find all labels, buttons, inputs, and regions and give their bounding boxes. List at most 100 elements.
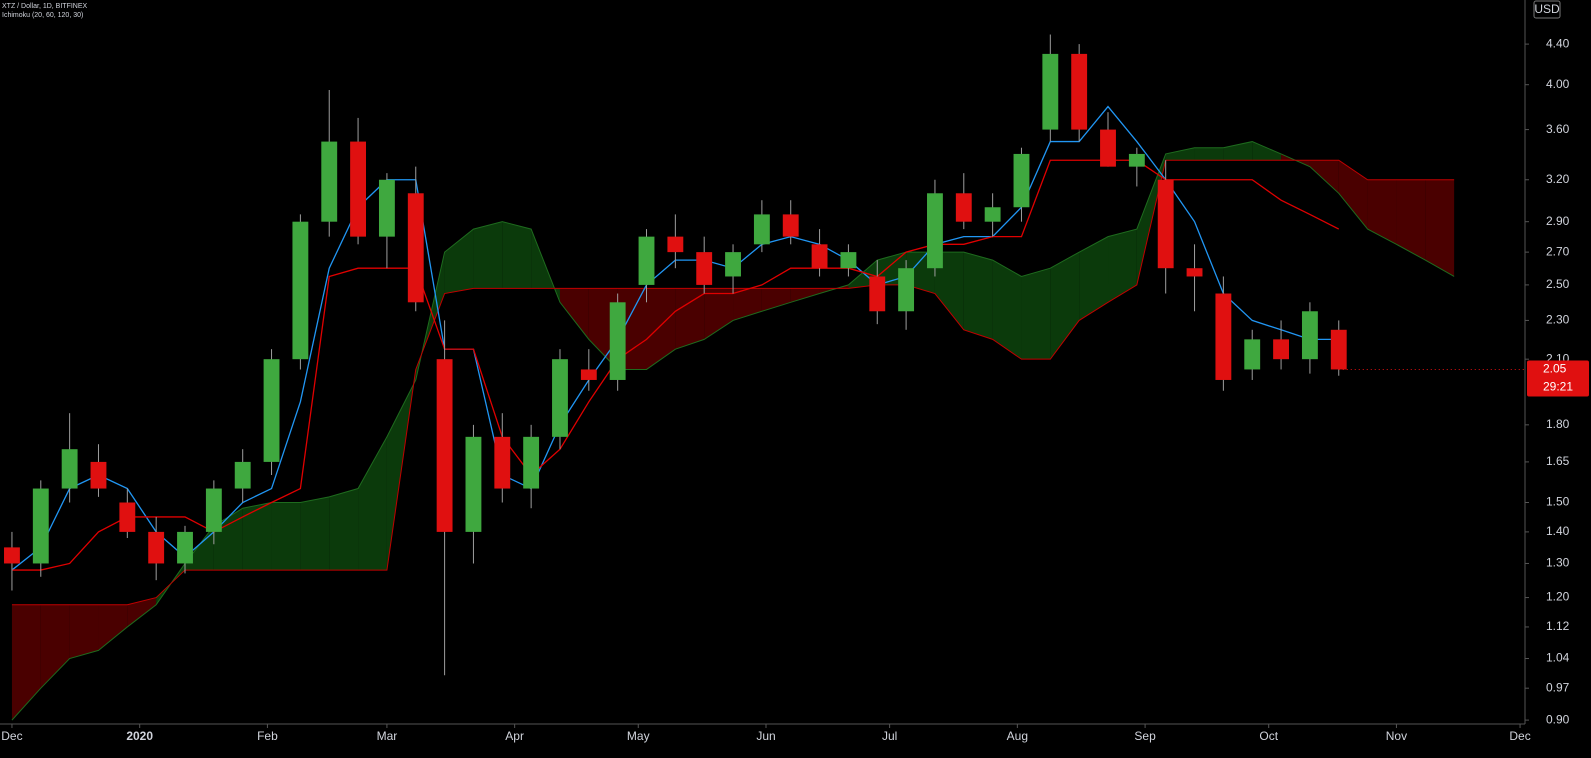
candle-body <box>90 461 107 489</box>
candle-body <box>898 268 915 312</box>
cloud-segment <box>358 436 387 571</box>
cloud-segment <box>271 502 301 571</box>
candle-body <box>1330 329 1347 370</box>
y-tick-label: 2.30 <box>1546 313 1570 327</box>
cloud-segment <box>559 288 589 340</box>
cloud-segment <box>963 252 993 340</box>
candle-body <box>1186 268 1203 277</box>
candle-body <box>407 193 424 303</box>
y-tick-label: 1.30 <box>1546 556 1570 570</box>
candle-body <box>292 221 309 360</box>
cloud-segment <box>1108 229 1137 303</box>
y-tick-label: 1.80 <box>1546 417 1570 431</box>
countdown: 29:21 <box>1543 380 1573 394</box>
y-tick-label: 4.40 <box>1546 36 1570 50</box>
cloud-segment <box>329 488 359 571</box>
candle-body <box>552 359 568 437</box>
y-tick-label: 2.90 <box>1546 214 1570 228</box>
candle-body <box>148 531 165 564</box>
y-tick-label: 1.12 <box>1546 619 1570 633</box>
y-tick-label: 1.04 <box>1546 651 1570 665</box>
candle-body <box>1071 53 1088 130</box>
candle-body <box>350 141 367 237</box>
candle-body <box>667 236 684 253</box>
last-price: 2.05 <box>1543 362 1567 376</box>
cloud-segment <box>1309 160 1339 194</box>
x-tick-label: 2020 <box>126 729 153 743</box>
candle-body <box>609 302 626 380</box>
candle-body <box>927 193 943 269</box>
y-tick-label: 1.40 <box>1546 524 1570 538</box>
last-price-box <box>1527 360 1589 397</box>
price-label: 2.05 29:21 <box>1338 360 1589 397</box>
candle-body <box>580 369 597 380</box>
x-tick-label: Oct <box>1259 729 1278 743</box>
cloud-segment <box>1396 179 1426 261</box>
x-tick-label: Feb <box>257 729 278 743</box>
candle-body <box>725 252 741 277</box>
x-tick-label: Jul <box>882 729 897 743</box>
candle-body <box>1100 129 1116 167</box>
cloud-segment <box>242 502 272 571</box>
cloud-segment <box>733 288 762 321</box>
cloud-segment <box>675 288 705 350</box>
candle-body <box>523 436 540 489</box>
currency-box[interactable] <box>1533 0 1561 19</box>
candle-body <box>984 207 1001 222</box>
cloud-segment <box>761 288 791 312</box>
candle-body <box>465 436 482 532</box>
cloud <box>11 141 1455 721</box>
candle-body <box>205 488 222 532</box>
candle-body <box>1042 53 1059 130</box>
x-tick-label: Apr <box>505 729 524 743</box>
cloud-segment <box>473 221 503 289</box>
cloud-segment <box>444 229 474 294</box>
cloud-segment <box>1425 179 1455 277</box>
candle-body <box>840 252 857 269</box>
y-tick-label: 0.97 <box>1546 680 1570 694</box>
candle-body <box>177 531 193 564</box>
cloud-segment <box>992 260 1022 360</box>
candle-body <box>61 449 78 489</box>
y-tick-label: 1.20 <box>1546 590 1570 604</box>
cloud-segment <box>127 597 157 627</box>
cloud-segment <box>1021 268 1051 360</box>
y-tick-label: 1.65 <box>1546 454 1570 468</box>
candle-body <box>436 359 453 532</box>
cloud-segment <box>704 288 734 340</box>
cloud-segment <box>69 604 99 659</box>
candle-body <box>32 488 49 564</box>
chart-title: XTZ / Dollar, 1D, BITFINEX <box>2 3 88 10</box>
cloud-segment <box>1367 179 1397 245</box>
candle-body <box>782 214 799 237</box>
cloud-segment <box>1165 147 1195 161</box>
cloud-segment <box>300 496 330 571</box>
leading-span-a <box>11 141 1455 721</box>
y-tick-label: 0.90 <box>1546 712 1570 726</box>
indicator-line <box>11 159 1340 571</box>
axes: 4.404.003.603.202.902.702.502.302.101.80… <box>1 36 1569 743</box>
candle-body <box>638 236 655 285</box>
cloud-segment <box>1050 252 1080 360</box>
y-tick-label: 4.00 <box>1546 77 1570 91</box>
x-tick-label: Aug <box>1007 729 1028 743</box>
candle-body <box>811 244 828 269</box>
candle-body <box>1301 311 1318 360</box>
cloud-segment <box>40 604 70 689</box>
candle-body <box>378 179 395 237</box>
x-tick-label: Sep <box>1134 729 1156 743</box>
y-tick-label: 3.60 <box>1546 122 1570 136</box>
candle-body <box>234 461 251 489</box>
y-tick-label: 2.50 <box>1546 277 1570 291</box>
candle-body <box>753 214 770 245</box>
x-tick-label: Jun <box>756 729 775 743</box>
candle-body <box>955 193 972 222</box>
cloud-segment <box>11 604 41 721</box>
cloud-segment <box>1338 160 1368 230</box>
candle-body <box>263 359 280 462</box>
currency[interactable]: USD <box>1534 2 1560 16</box>
candle-body <box>869 276 886 312</box>
